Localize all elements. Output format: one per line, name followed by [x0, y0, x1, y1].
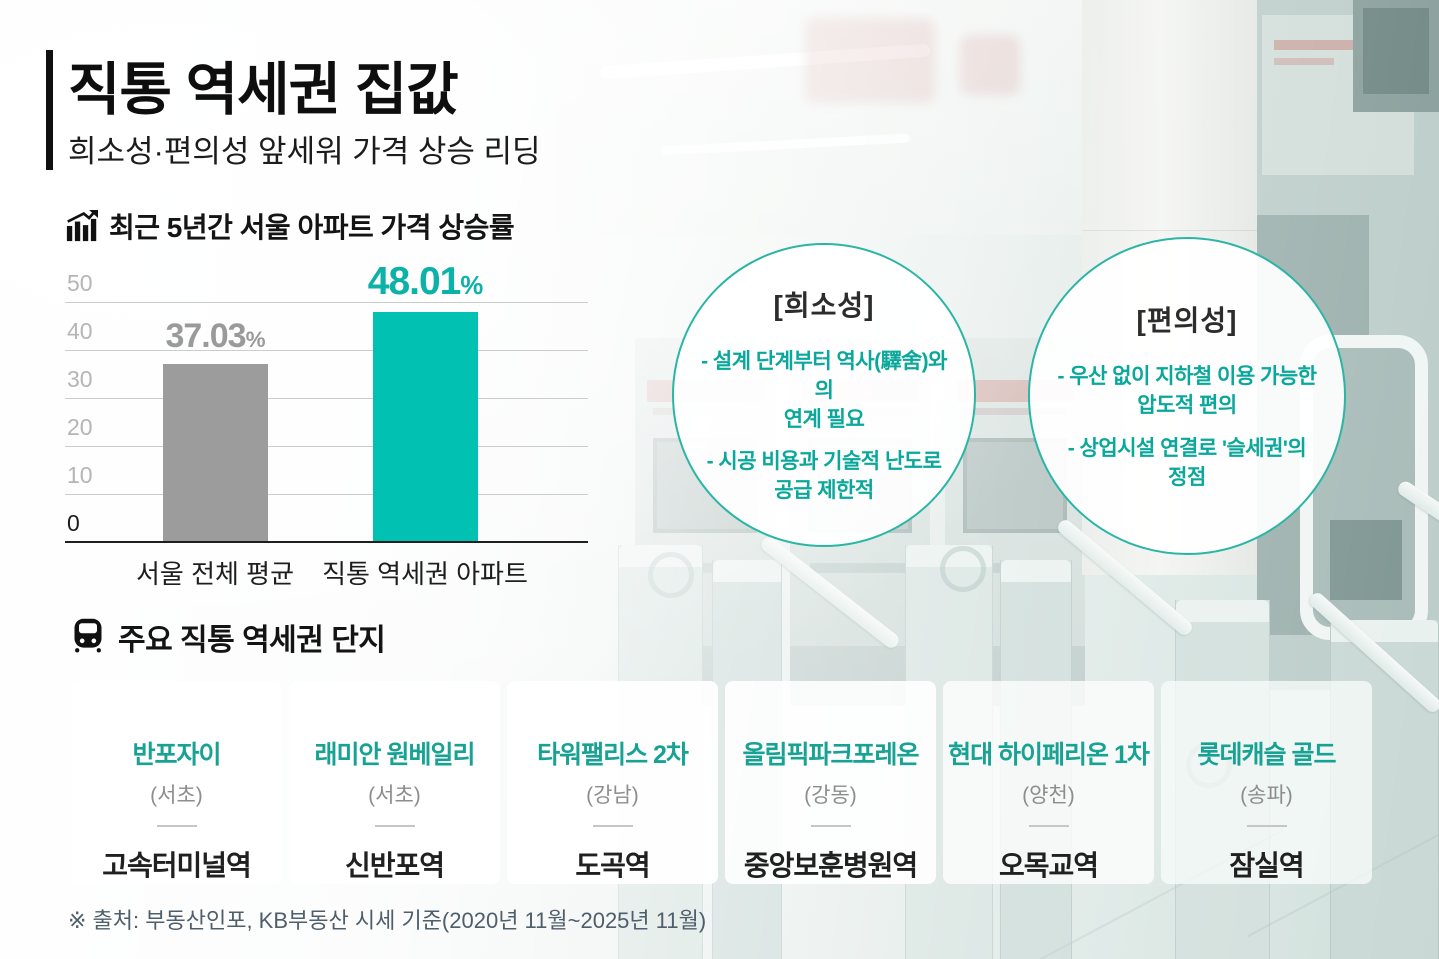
gridline: [65, 446, 588, 447]
bar-value-direct-station: 48.01%: [367, 259, 483, 303]
gridline: [65, 494, 588, 495]
complex-cards: 반포자이 (서초) 고속터미널역 래미안 원베일리 (서초) 신반포역 타워팰리…: [71, 681, 1372, 884]
gridline: [65, 350, 588, 351]
percent-sign: %: [460, 271, 483, 300]
station-name: 신반포역: [344, 850, 445, 881]
category-label-seoul-average: 서울 전체 평균: [136, 559, 294, 589]
bar-seoul-average: [163, 364, 268, 542]
complex-name: 현대 하이페리온 1차: [948, 741, 1150, 769]
y-tick-label: 20: [67, 414, 93, 440]
complex-region: (송파): [1240, 784, 1293, 807]
bar-direct-station: [373, 311, 478, 542]
complex-card: 롯데캐슬 골드 (송파) 잠실역: [1161, 681, 1372, 884]
complex-card: 현대 하이페리온 1차 (양천) 오목교역: [943, 681, 1154, 884]
complex-name: 올림픽파크포레온: [742, 741, 919, 769]
chart-title: 최근 5년간 서울 아파트 가격 상승률: [109, 212, 515, 243]
divider: [810, 825, 851, 827]
page-title: 직통 역세권 집값: [68, 58, 459, 122]
chart-rising-icon: [66, 210, 98, 242]
divider: [1028, 825, 1069, 827]
station-name: 도곡역: [575, 850, 650, 881]
x-axis-line: [65, 541, 588, 543]
gridline: [65, 302, 588, 303]
divider: [374, 825, 415, 827]
chart-section-header: 최근 5년간 서울 아파트 가격 상승률: [66, 206, 515, 246]
complex-region: (양천): [1022, 784, 1075, 807]
complex-section-header: 주요 직통 역세권 단지: [70, 615, 386, 659]
station-name: 잠실역: [1229, 850, 1304, 881]
complex-region: (강동): [804, 784, 857, 807]
complex-region: (강남): [586, 784, 639, 807]
bubble-point: - 상업시설 연결로 '슬세권'의 정점: [1067, 437, 1307, 489]
bar-value-seoul-average: 37.03%: [165, 317, 266, 356]
gridline: [65, 398, 588, 399]
bubble-title: [희소성]: [773, 289, 875, 321]
complex-region: (서초): [368, 784, 421, 807]
complex-region: (서초): [150, 784, 203, 807]
percent-sign: %: [245, 327, 266, 353]
complex-name: 타워팰리스 2차: [537, 741, 689, 769]
station-name: 중앙보훈병원역: [743, 850, 918, 881]
complex-name: 롯데캐슬 골드: [1197, 741, 1337, 769]
convenience-bubble: [편의성] - 우산 없이 지하철 이용 가능한 압도적 편의 - 상업시설 연…: [1028, 237, 1346, 555]
complex-section-title: 주요 직통 역세권 단지: [118, 624, 386, 657]
bar-chart: 50 40 30 20 10 0 37.03% 48.01%: [65, 260, 588, 589]
bubble-point: - 설계 단계부터 역사(驛舍)와의 연계 필요: [701, 349, 947, 431]
complex-card: 올림픽파크포레온 (강동) 중앙보훈병원역: [725, 681, 936, 884]
y-tick-label: 40: [67, 318, 93, 344]
train-front-icon: [70, 617, 106, 658]
source-note: ※ 출처: 부동산인포, KB부동산 시세 기준(2020년 11월~2025년…: [68, 908, 707, 933]
complex-card: 타워팰리스 2차 (강남) 도곡역: [507, 681, 718, 884]
bubble-point: - 시공 비용과 기술적 난도로 공급 제한적: [706, 450, 942, 503]
y-tick-label: 30: [67, 366, 93, 392]
page-subtitle: 희소성·편의성 앞세워 가격 상승 리딩: [68, 134, 541, 169]
y-tick-label: 50: [67, 270, 93, 296]
complex-card: 래미안 원베일리 (서초) 신반포역: [289, 681, 500, 884]
bubble-title: [편의성]: [1136, 305, 1238, 337]
complex-name: 반포자이: [132, 741, 221, 769]
bubble-point: - 우산 없이 지하철 이용 가능한 압도적 편의: [1057, 365, 1317, 418]
title-accent-bar: [46, 50, 53, 170]
y-tick-label: 0: [67, 510, 80, 536]
scarcity-bubble: [희소성] - 설계 단계부터 역사(驛舍)와의 연계 필요 - 시공 비용과 …: [672, 243, 976, 547]
complex-card: 반포자이 (서초) 고속터미널역: [71, 681, 282, 884]
divider: [592, 825, 633, 827]
station-name: 오목교역: [998, 850, 1099, 881]
station-name: 고속터미널역: [102, 850, 252, 881]
category-label-direct-station: 직통 역세권 아파트: [322, 559, 528, 589]
complex-name: 래미안 원베일리: [314, 741, 476, 769]
divider: [156, 825, 197, 827]
y-tick-label: 10: [67, 462, 93, 488]
divider: [1246, 825, 1287, 827]
